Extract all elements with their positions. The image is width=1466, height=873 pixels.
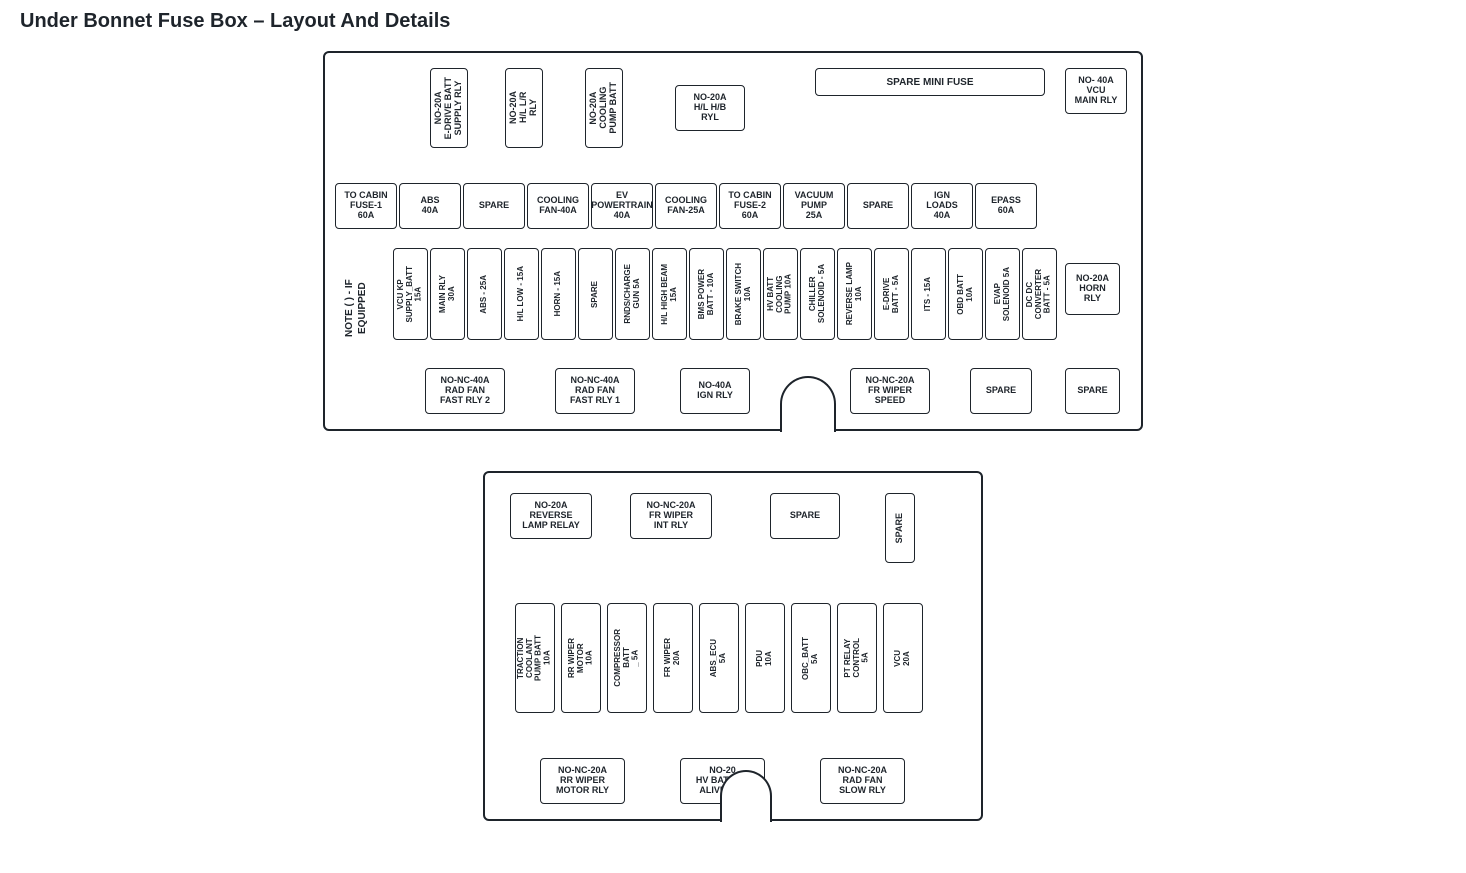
relay-horn: NO-20A HORN RLY [1065,263,1120,315]
lower-top-1: NO-NC-20A FR WIPER INT RLY [630,493,712,539]
lower-top-2: SPARE [770,493,840,539]
lower-top-0: NO-20A REVERSE LAMP RELAY [510,493,592,539]
fuse-l-mid-4: ABS_ECU 5A [699,603,739,713]
fuse-u-row3-16: EVAP SOLENOID 5A [985,248,1020,340]
relay-hl-hb: NO-20A H/L H/B RYL [675,85,745,131]
fuse-u-row2-0: TO CABIN FUSE-1 60A [335,183,397,229]
relay-bottom-2: NO-40A IGN RLY [680,368,750,414]
lower-spare-vert: SPARE [885,493,915,563]
fuse-u-row3-14: ITS - 15A [911,248,946,340]
fuse-l-mid-3: FR WIPER 20A [653,603,693,713]
fuse-u-row3-12: REVERSE LAMP 10A [837,248,872,340]
relay-hl-lr: NO-20A H/L L/R RLY [505,68,543,148]
relay-bottom-3: NO-NC-20A FR WIPER SPEED [850,368,930,414]
lower-bot-2: NO-NC-20A RAD FAN SLOW RLY [820,758,905,804]
fuse-u-row3-1: MAIN RLY 30A [430,248,465,340]
lower-panel: NO-20A REVERSE LAMP RELAY NO-NC-20A FR WI… [483,471,983,821]
relay-bottom-0: NO-NC-40A RAD FAN FAST RLY 2 [425,368,505,414]
fuse-u-row3-7: H/L HIGH BEAM 15A [652,248,687,340]
fuse-u-row3-8: BMS POWER BATT - 10A [689,248,724,340]
fuse-l-mid-5: PDU 10A [745,603,785,713]
fuse-l-mid-8: VCU 20A [883,603,923,713]
upper-panel: NOTE ( ) - IF EQUIPPED NO-20A E-DRIVE BA… [323,51,1143,431]
relay-bottom-5: SPARE [1065,368,1120,414]
fuse-l-mid-0: TRACTION COOLANT PUMP BATT 10A [515,603,555,713]
note-text: NOTE ( ) - IF EQUIPPED [343,263,369,353]
lower-bot-0: NO-NC-20A RR WIPER MOTOR RLY [540,758,625,804]
fuse-u-row3-6: RNDS/CHARGE GUN 5A [615,248,650,340]
fuse-u-row3-2: ABS - 25A [467,248,502,340]
spare-mini-fuse: SPARE MINI FUSE [815,68,1045,96]
relay-bottom-1: NO-NC-40A RAD FAN FAST RLY 1 [555,368,635,414]
relay-bottom-4: SPARE [970,368,1032,414]
fuse-u-row3-9: BRAKE SWITCH 10A [726,248,761,340]
fuse-u-row2-7: VACUUM PUMP 25A [783,183,845,229]
fuse-u-row2-1: ABS 40A [399,183,461,229]
fuse-u-row2-8: SPARE [847,183,909,229]
fuse-u-row2-6: TO CABIN FUSE-2 60A [719,183,781,229]
fuse-u-row2-9: IGN LOADS 40A [911,183,973,229]
fuse-u-row3-4: HORN - 15A [541,248,576,340]
diagram-canvas: NOTE ( ) - IF EQUIPPED NO-20A E-DRIVE BA… [20,51,1446,821]
upper-cutout [780,376,836,432]
fuse-u-row2-2: SPARE [463,183,525,229]
fuse-l-mid-1: RR WIPER MOTOR 10A [561,603,601,713]
fuse-u-row2-10: EPASS 60A [975,183,1037,229]
fuse-l-mid-7: PT RELAY CONTROL 5A [837,603,877,713]
fuse-l-mid-2: COMPRESSOR BATT _ 5A [607,603,647,713]
fuse-u-row3-0: VCU KP SUPPLY_BATT 15A [393,248,428,340]
page-title: Under Bonnet Fuse Box – Layout And Detai… [20,10,1446,33]
fuse-u-row3-3: H/L LOW - 15A [504,248,539,340]
lower-cutout [720,770,772,822]
relay-cooling-pump: NO-20A COOLING PUMP BATT [585,68,623,148]
fuse-u-row2-4: EV POWERTRAIN 40A [591,183,653,229]
fuse-u-row3-17: DC DC CONVERTER BATT - 5A [1022,248,1057,340]
fuse-u-row3-13: E-DRIVE BATT - 5A [874,248,909,340]
relay-edrive-batt: NO-20A E-DRIVE BATT SUPPLY RLY [430,68,468,148]
fuse-u-row2-3: COOLING FAN-40A [527,183,589,229]
fuse-u-row2-5: COOLING FAN-25A [655,183,717,229]
fuse-u-row3-11: CHILLER SOLENOID - 5A [800,248,835,340]
fuse-u-row3-15: OBD BATT 10A [948,248,983,340]
relay-vcu-main: NO- 40A VCU MAIN RLY [1065,68,1127,114]
fuse-u-row3-10: HV BATT COOLING PUMP 10A [763,248,798,340]
fuse-l-mid-6: OBC_BATT 5A [791,603,831,713]
fuse-u-row3-5: SPARE [578,248,613,340]
